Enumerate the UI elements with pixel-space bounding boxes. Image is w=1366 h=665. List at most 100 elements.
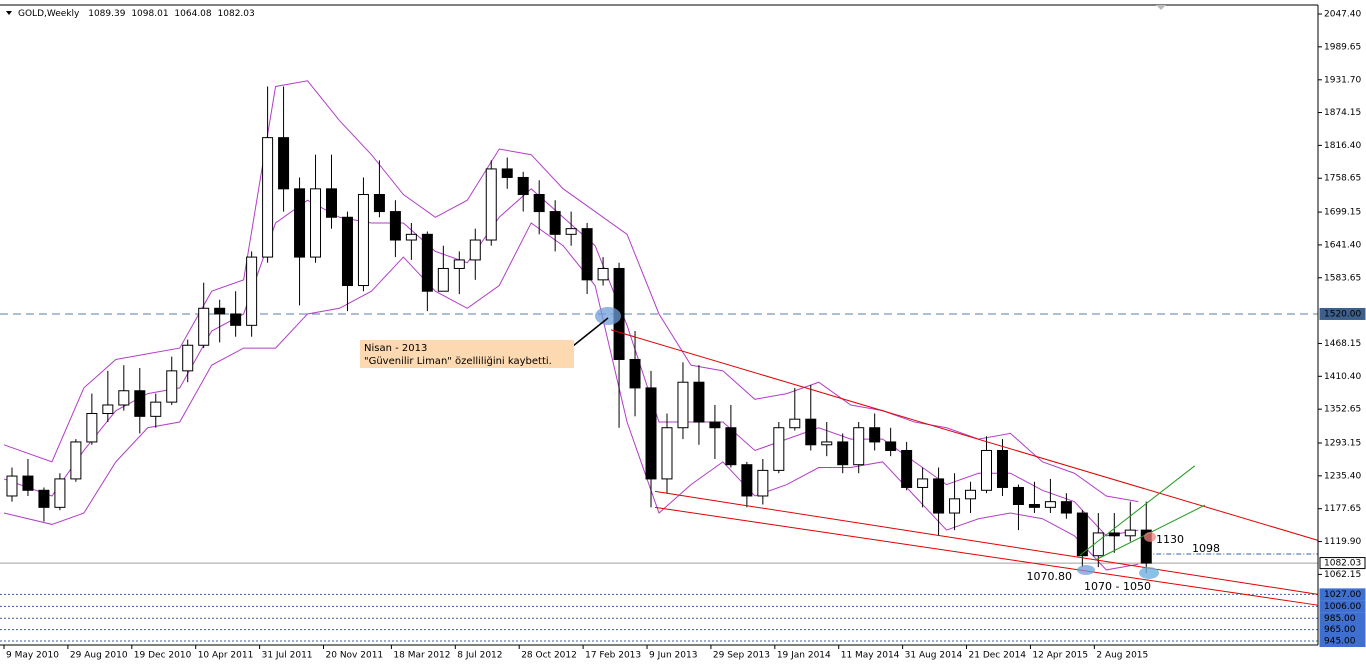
x-tick-label: 31 Aug 2014 — [905, 651, 963, 661]
candle-body — [485, 168, 497, 241]
x-tick-label: 17 Feb 2013 — [585, 651, 641, 661]
candle-body — [709, 421, 721, 429]
note-text: Nisan - 2013 — [364, 343, 427, 354]
candle-body — [725, 427, 737, 466]
candle-body — [565, 228, 577, 235]
candle-body — [805, 418, 817, 446]
y-tick-label: 1119.90 — [1324, 537, 1361, 547]
x-tick-label: 9 Jun 2013 — [649, 651, 697, 661]
candle-body — [373, 194, 385, 213]
axes: 2047.40 1989.65 1931.70 1874.15 1816.40 1758.… — [3, 9, 1366, 661]
y-tick-label: 2047.40 — [1324, 9, 1361, 19]
y-tick-label: 1177.65 — [1324, 504, 1361, 514]
candle-body — [533, 194, 545, 213]
candle-body — [1092, 532, 1104, 557]
candle-body — [597, 267, 609, 281]
candle-body — [693, 381, 705, 423]
x-tick-label: 2 Aug 2015 — [1096, 651, 1148, 661]
y-tick-label: 1062.15 — [1324, 570, 1361, 580]
highlight — [1139, 567, 1159, 579]
x-tick-label: 31 Jul 2011 — [262, 651, 313, 661]
candle-body — [405, 233, 417, 241]
candle-body — [517, 176, 529, 196]
candle-body — [629, 358, 641, 389]
symbol: GOLD,Weekly — [18, 9, 80, 19]
y-tick-label: 1758.65 — [1324, 174, 1361, 184]
candle-body — [469, 239, 481, 261]
shift-marker — [1156, 5, 1166, 10]
candle-body — [789, 418, 801, 429]
menu-arrow — [6, 11, 12, 15]
annotations: 1130 1098 1070.80 1070 - 1050 — [1027, 533, 1221, 593]
level-label: 965.00 — [1324, 625, 1356, 635]
candle-body — [150, 401, 162, 417]
level-label: 1520.00 — [1324, 309, 1361, 319]
candle-body — [677, 381, 689, 429]
band-upper — [3, 80, 1139, 503]
candle-body — [246, 256, 258, 326]
y-tick-label: 1235.40 — [1324, 471, 1361, 481]
candle-body — [996, 449, 1008, 488]
candle-body — [70, 441, 82, 480]
candle-body — [341, 216, 353, 287]
candle-body — [869, 427, 881, 443]
candle-body — [1044, 501, 1056, 508]
x-tick-label: 9 May 2010 — [6, 651, 59, 661]
note-box — [360, 340, 574, 368]
trendline — [654, 490, 1319, 595]
candle-body — [134, 390, 146, 417]
x-tick-label: 20 Nov 2011 — [326, 651, 384, 661]
x-tick-label: 19 Jan 2014 — [777, 651, 831, 661]
level-label-bg — [1319, 557, 1366, 570]
candles — [6, 86, 1152, 574]
candle-body — [549, 211, 561, 235]
x-tick-label: 21 Dec 2014 — [969, 651, 1027, 661]
ohlc-value: 1064.08 — [174, 9, 211, 19]
candle-body — [581, 228, 593, 281]
candle-body — [1076, 512, 1088, 557]
x-tick-label: 29 Sep 2013 — [713, 651, 770, 661]
candle-body — [949, 498, 961, 514]
candle-body — [501, 168, 513, 178]
y-tick-label: 1410.40 — [1324, 372, 1361, 382]
candle-body — [757, 469, 769, 497]
candle-body — [118, 390, 130, 406]
candle-body — [389, 211, 401, 241]
candle-body — [837, 441, 849, 466]
y-tick-label: 1816.40 — [1324, 141, 1361, 151]
highlight — [595, 307, 621, 325]
annotation: 1070 - 1050 — [1084, 580, 1151, 593]
note-text: "Güvenilir Liman" özelliliğini kaybetti. — [364, 355, 552, 367]
level-label-bg — [1319, 600, 1366, 613]
trendline — [610, 329, 1319, 541]
candle-body — [86, 413, 98, 443]
candle-body — [22, 475, 34, 491]
candle-body — [54, 478, 66, 508]
annotation: 1098 — [1192, 542, 1220, 555]
candle-body — [1140, 529, 1152, 564]
level-label-bg — [1319, 307, 1366, 320]
x-tick-label: 18 Mar 2012 — [393, 651, 450, 661]
y-tick-label: 1641.40 — [1324, 240, 1361, 250]
candle-body — [166, 370, 178, 403]
x-tick-label: 28 Oct 2012 — [521, 651, 577, 661]
x-tick-label: 11 May 2014 — [841, 651, 900, 661]
level-label-bg — [1319, 635, 1366, 648]
candle-body — [182, 344, 194, 372]
candle-body — [230, 313, 242, 326]
y-tick-label: 1931.70 — [1324, 75, 1361, 85]
candle-body — [1108, 532, 1120, 537]
candle-body — [917, 478, 929, 488]
candle-body — [981, 449, 993, 491]
candle-body — [437, 267, 449, 292]
level-label: 1082.03 — [1324, 559, 1361, 569]
candle-body — [901, 449, 913, 488]
candle-body — [262, 137, 274, 258]
candle-body — [325, 188, 337, 218]
y-tick-label: 1293.15 — [1324, 438, 1361, 448]
candle-body — [278, 137, 290, 190]
candle-body — [453, 259, 465, 269]
candle-body — [965, 489, 977, 500]
